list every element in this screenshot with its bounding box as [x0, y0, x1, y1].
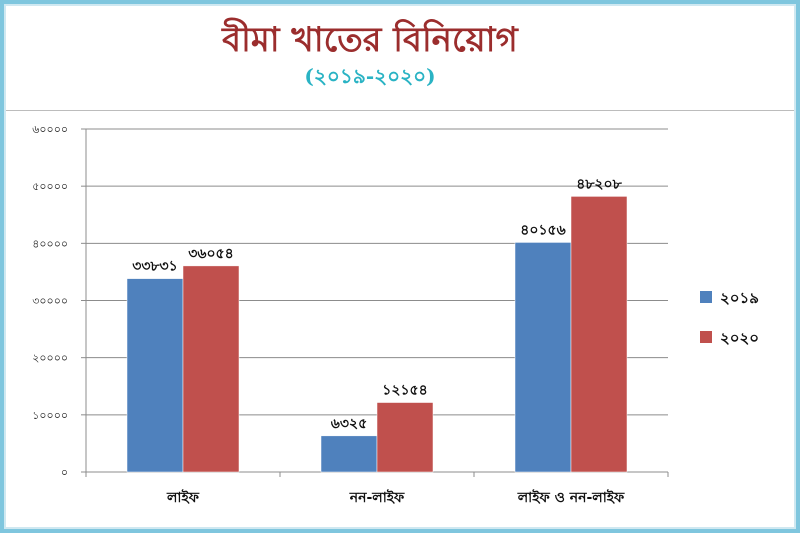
data-label: ৩৬০৫৪	[188, 246, 233, 262]
bar	[514, 242, 572, 473]
chart-title: বীমা খাতের বিনিয়োগ	[222, 20, 518, 60]
y-tick-label: ২০০০০	[32, 352, 68, 365]
y-tick-label: ৫০০০০	[32, 180, 68, 193]
title-divider	[6, 110, 794, 111]
x-category-label: লাইফ	[166, 488, 200, 506]
bar	[126, 278, 184, 473]
bar	[182, 265, 240, 473]
y-tick-label: ৪০০০০	[32, 237, 68, 250]
bar	[376, 402, 434, 473]
y-tick-label: ৬০০০০	[32, 123, 68, 136]
data-label: ১২১৫৪	[382, 383, 427, 399]
legend-label: ২০২০	[720, 329, 759, 347]
data-label: ৪০১৫৬	[520, 222, 565, 238]
bar	[320, 435, 378, 473]
x-category-label: নন-লাইফ	[349, 488, 405, 506]
chart-subtitle: (২০১৯-২০২০)	[304, 64, 436, 88]
y-tick-label: ১০০০০	[32, 409, 68, 422]
data-label: ৪৮২০৮	[576, 176, 622, 192]
legend-label: ২০১৯	[720, 289, 759, 307]
bar	[570, 196, 628, 473]
y-tick-label: ০	[61, 466, 68, 479]
data-label: ৩৩৮৩১	[132, 259, 177, 275]
y-tick-label: ৩০০০০	[32, 295, 68, 308]
x-category-label: লাইফ ও নন-লাইফ	[517, 488, 625, 506]
legend-swatch	[700, 291, 712, 303]
legend-swatch	[700, 331, 712, 343]
data-label: ৬৩২৫	[331, 416, 367, 432]
